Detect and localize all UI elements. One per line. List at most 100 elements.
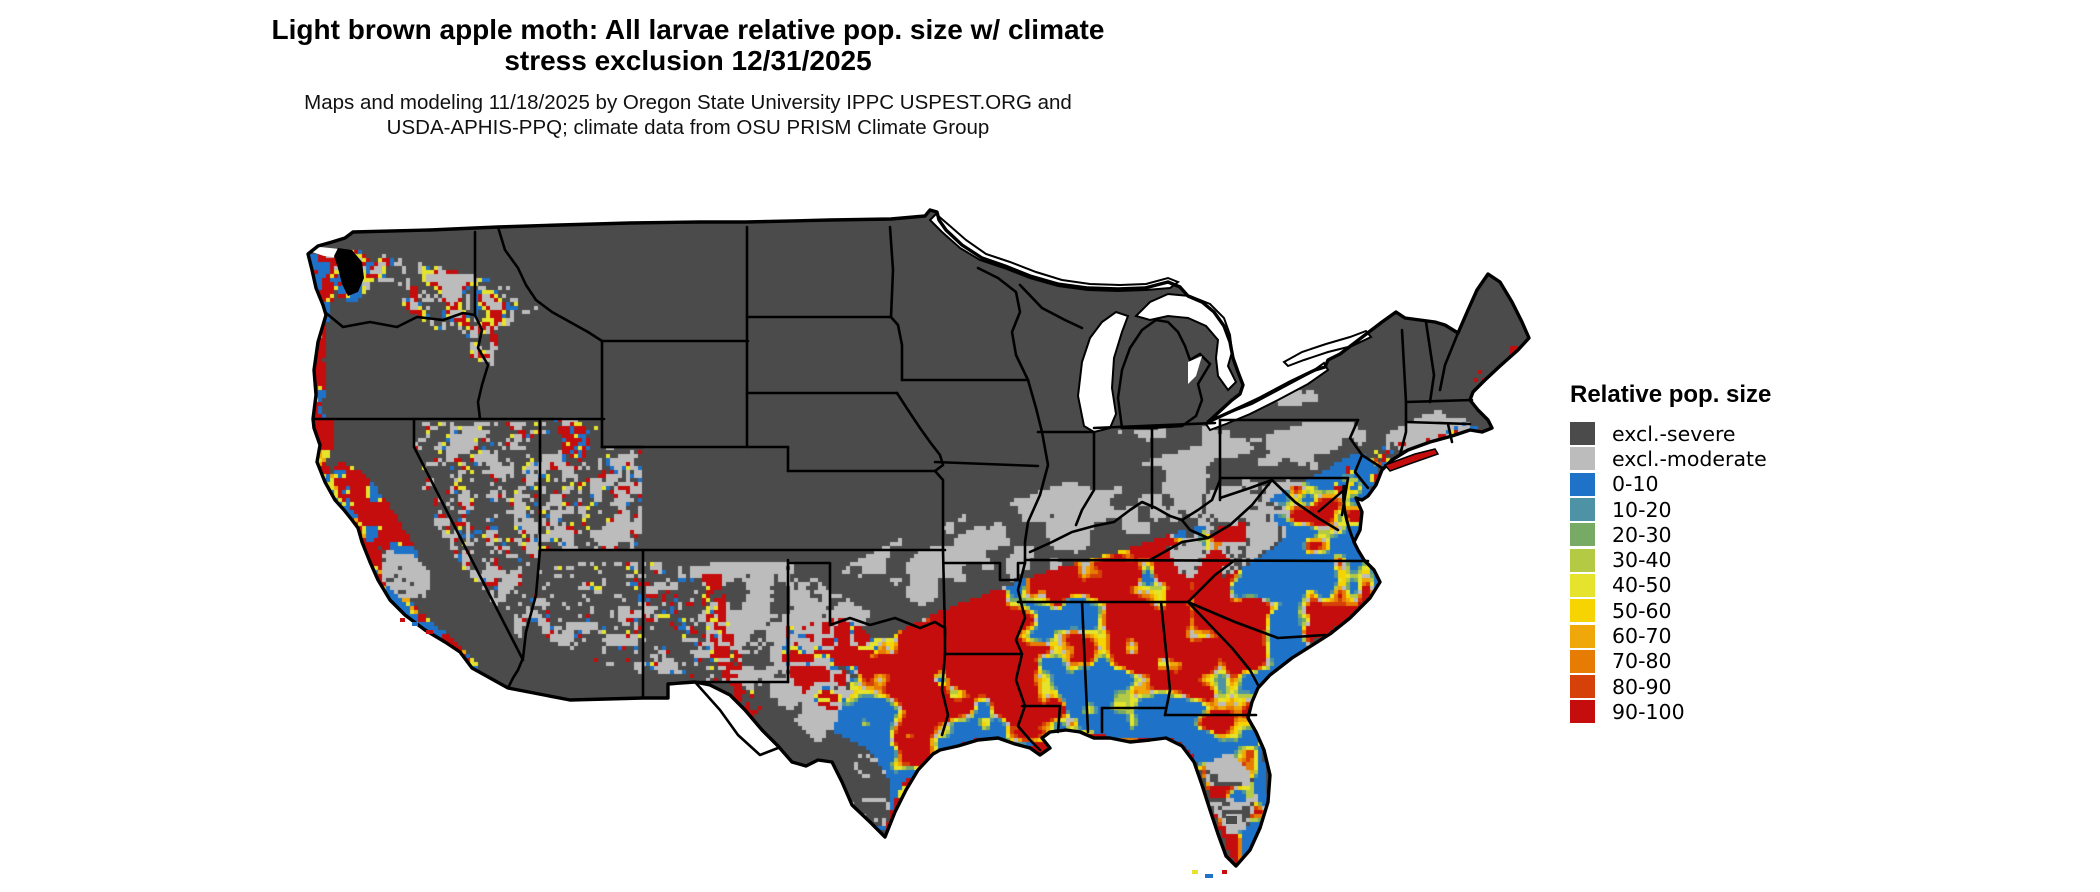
state-border bbox=[1028, 478, 1222, 554]
potomac-river bbox=[1317, 489, 1345, 513]
state-border bbox=[1074, 430, 1096, 527]
map-legend: Relative pop. size excl.-severe excl.-mod… bbox=[1570, 381, 1771, 725]
state-border bbox=[786, 561, 832, 627]
legend-item: 40-50 bbox=[1570, 573, 1771, 598]
state-border bbox=[1438, 331, 1460, 392]
state-border bbox=[1018, 283, 1084, 330]
island-speck bbox=[1205, 874, 1213, 878]
island-speck bbox=[1192, 870, 1198, 874]
state-border bbox=[1270, 478, 1340, 532]
legend-swatch bbox=[1570, 573, 1595, 597]
map-title: Light brown apple moth: All larvae relat… bbox=[222, 14, 1154, 76]
state-border bbox=[1159, 600, 1172, 717]
state-border bbox=[1020, 704, 1062, 734]
legend-item: 50-60 bbox=[1570, 598, 1771, 623]
great-lake bbox=[928, 212, 1181, 293]
state-border bbox=[1148, 536, 1210, 562]
legend-label: 10-20 bbox=[1612, 497, 1672, 522]
state-border bbox=[1404, 420, 1472, 426]
state-border bbox=[1080, 600, 1090, 734]
state-border bbox=[933, 469, 945, 552]
legend-label: 50-60 bbox=[1612, 598, 1672, 623]
state-border bbox=[1398, 328, 1408, 457]
legend-swatch bbox=[1570, 447, 1595, 471]
island-speck bbox=[400, 618, 405, 622]
state-border bbox=[940, 626, 950, 737]
legend-item: 70-80 bbox=[1570, 649, 1771, 674]
great-lake bbox=[1282, 329, 1373, 368]
great-lake bbox=[1076, 310, 1130, 434]
legend-label: 0-10 bbox=[1612, 472, 1659, 497]
map-subtitle-line2: USDA-APHIS-PPQ; climate data from OSU PR… bbox=[386, 116, 990, 139]
legend-item: 80-90 bbox=[1570, 674, 1771, 699]
legend-item: excl.-severe bbox=[1570, 421, 1771, 446]
map-title-line2: stress exclusion 12/31/2025 bbox=[504, 45, 872, 76]
state-border bbox=[1404, 398, 1474, 404]
state-border bbox=[1014, 378, 1050, 752]
lake-okeechobee bbox=[1226, 816, 1237, 824]
state-border bbox=[412, 417, 525, 662]
state-border bbox=[895, 391, 945, 473]
state-border bbox=[521, 548, 542, 660]
legend-swatch bbox=[1570, 472, 1595, 496]
legend-label: 80-90 bbox=[1612, 674, 1672, 699]
michigan-lower-peninsula bbox=[1116, 318, 1212, 430]
legend-item: excl.-moderate bbox=[1570, 446, 1771, 471]
legend-swatch bbox=[1570, 675, 1595, 699]
legend-swatch bbox=[1570, 700, 1595, 724]
puget-sound bbox=[334, 248, 364, 296]
state-borders-overlay bbox=[306, 208, 1531, 878]
legend-label: 90-100 bbox=[1612, 699, 1685, 724]
state-border bbox=[693, 680, 780, 757]
state-border bbox=[888, 225, 895, 319]
us-suitability-map bbox=[230, 170, 1540, 880]
state-border bbox=[496, 225, 604, 343]
legend-swatch bbox=[1570, 548, 1595, 572]
legend-item: 90-100 bbox=[1570, 699, 1771, 724]
state-border bbox=[1023, 558, 1370, 563]
legend-label: excl.-severe bbox=[1612, 421, 1736, 446]
state-border bbox=[1424, 320, 1436, 404]
legend-items: excl.-severe excl.-moderate 0-10 10-20 20-30… bbox=[1570, 421, 1771, 725]
state-border bbox=[1092, 421, 1217, 430]
state-border bbox=[976, 266, 1030, 382]
map-raster-canvas bbox=[230, 170, 1540, 880]
state-border bbox=[933, 460, 1040, 468]
state-border bbox=[941, 548, 947, 637]
state-border bbox=[506, 656, 525, 690]
legend-swatch bbox=[1570, 624, 1595, 648]
state-border bbox=[943, 561, 1027, 582]
legend-label: excl.-moderate bbox=[1612, 446, 1767, 471]
state-border bbox=[889, 315, 904, 382]
chesapeake-bay bbox=[1342, 484, 1356, 543]
us-outline bbox=[306, 208, 1531, 868]
legend-item: 20-30 bbox=[1570, 522, 1771, 547]
state-border bbox=[473, 313, 490, 421]
legend-item: 30-40 bbox=[1570, 547, 1771, 572]
legend-title: Relative pop. size bbox=[1570, 381, 1772, 408]
legend-label: 20-30 bbox=[1612, 522, 1672, 547]
map-subtitle-line1: Maps and modeling 11/18/2025 by Oregon S… bbox=[304, 91, 1072, 114]
legend-swatch bbox=[1570, 649, 1595, 673]
saginaw-bay bbox=[1188, 356, 1202, 384]
island-speck bbox=[412, 622, 418, 626]
state-border bbox=[1218, 478, 1274, 500]
legend-label: 30-40 bbox=[1612, 548, 1672, 573]
island-speck bbox=[1222, 870, 1227, 874]
island-speck bbox=[426, 630, 433, 634]
long-island bbox=[1383, 448, 1440, 472]
state-border bbox=[1186, 600, 1260, 687]
state-border bbox=[1186, 558, 1237, 604]
legend-swatch bbox=[1570, 422, 1595, 446]
state-border bbox=[1348, 418, 1370, 490]
legend-item: 0-10 bbox=[1570, 472, 1771, 497]
map-title-line1: Light brown apple moth: All larvae relat… bbox=[271, 14, 1105, 45]
legend-label: 60-70 bbox=[1612, 624, 1672, 649]
legend-swatch bbox=[1570, 498, 1595, 522]
state-border bbox=[1446, 422, 1454, 444]
map-subtitle: Maps and modeling 11/18/2025 by Oregon S… bbox=[222, 90, 1154, 140]
legend-swatch bbox=[1570, 599, 1595, 623]
legend-label: 70-80 bbox=[1612, 649, 1672, 674]
state-border bbox=[828, 616, 947, 630]
